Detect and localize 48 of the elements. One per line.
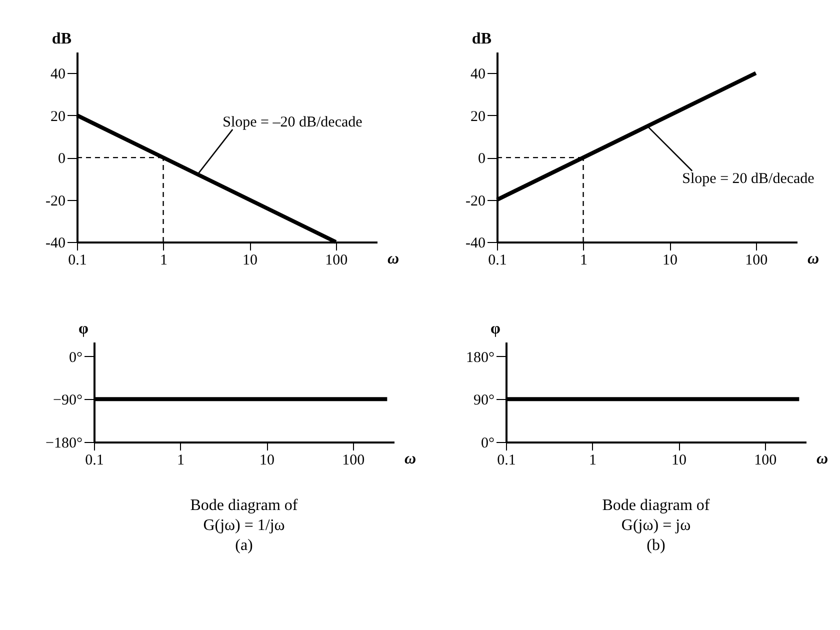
y-tick-label: 20 (50, 108, 66, 125)
y-tick-label: -20 (46, 193, 66, 210)
text: Bode diagram of (602, 497, 710, 514)
y-tick-label: 0° (481, 436, 494, 452)
x-tick-label: 1 (177, 452, 185, 468)
x-tick-label: 1 (589, 452, 597, 468)
y-tick-label: -20 (466, 193, 486, 210)
y-tick-label: -40 (466, 236, 486, 252)
y-tick-label: −180° (46, 436, 82, 452)
annotation: Slope = 20 dB/decade (682, 170, 815, 187)
x-tick-label: 0.1 (488, 252, 507, 268)
x-tick-label: 100 (325, 252, 348, 268)
y-tick-label: 180° (466, 350, 494, 366)
x-tick-label: 100 (342, 452, 365, 468)
y-tick-label: 20 (470, 108, 486, 125)
x-tick-label: 10 (662, 252, 678, 268)
x-tick-label: 100 (754, 452, 777, 468)
y-axis-title: φ (78, 320, 89, 338)
x-tick-label: 0.1 (85, 452, 104, 468)
text: (b) (646, 537, 666, 554)
y-axis-title: dB (472, 30, 492, 48)
x-axis-title: ω (808, 250, 820, 268)
y-tick-label: 0° (69, 350, 82, 366)
x-axis-title: ω (816, 450, 828, 468)
y-axis-title: dB (52, 30, 72, 48)
x-axis-title: ω (388, 250, 400, 268)
y-tick-label: -40 (46, 236, 66, 252)
y-tick-label: −90° (53, 392, 82, 409)
y-tick-label: 40 (470, 66, 486, 83)
x-tick-label: 1 (160, 252, 168, 268)
y-tick-label: 40 (50, 66, 66, 83)
x-axis-title: ω (404, 450, 416, 468)
text: G(jω) = 1/jω (203, 517, 285, 534)
text: Bode diagram of (190, 497, 298, 514)
text: G(jω) = jω (621, 517, 691, 534)
x-tick-label: 10 (260, 452, 275, 468)
y-tick-label: 90° (474, 392, 494, 409)
x-tick-label: 0.1 (68, 252, 87, 268)
x-tick-label: 10 (672, 452, 687, 468)
annotation: Slope = –20 dB/decade (222, 114, 363, 130)
y-tick-label: 0 (478, 151, 486, 168)
x-tick-label: 0.1 (497, 452, 516, 468)
x-tick-label: 100 (745, 252, 768, 268)
x-tick-label: 1 (580, 252, 588, 268)
x-tick-label: 10 (242, 252, 258, 268)
y-tick-label: 0 (58, 151, 66, 168)
text: (a) (235, 537, 253, 554)
y-axis-title: φ (490, 320, 501, 338)
